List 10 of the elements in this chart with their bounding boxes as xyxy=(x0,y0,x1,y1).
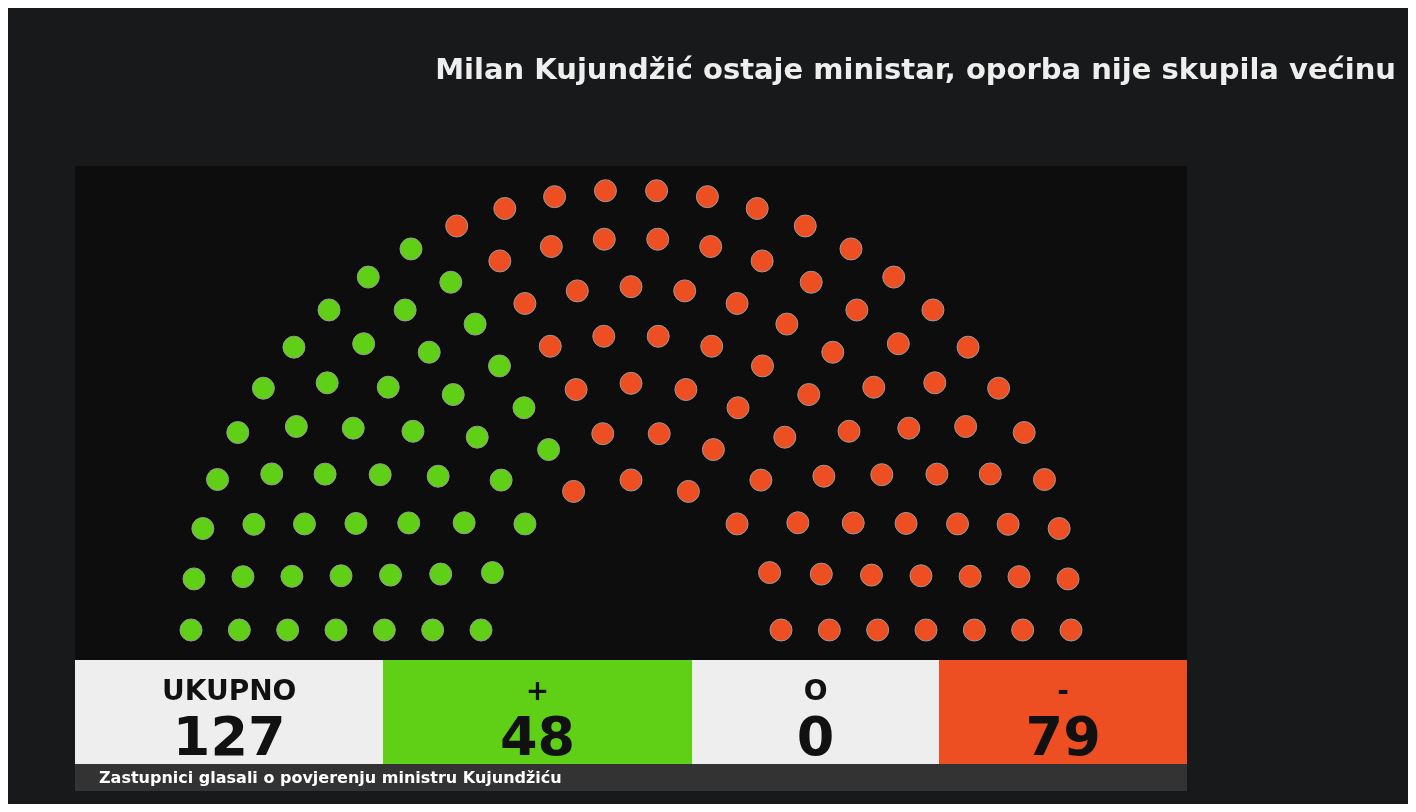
data-label: 0 xyxy=(795,705,836,768)
data-label: 127 xyxy=(171,705,287,768)
data-label: 48 xyxy=(498,705,577,768)
data-label: 79 xyxy=(1024,705,1102,768)
category-label: O xyxy=(802,674,829,707)
text: Milan Kujundžić ostaje ministar, oporba nije skupila većinu xyxy=(435,52,1396,86)
category-label: - xyxy=(1056,674,1070,707)
category-label: UKUPNO xyxy=(160,674,298,707)
text: Zastupnici glasali o povjerenju ministru Kujundžiću xyxy=(99,768,562,787)
category-label: + xyxy=(524,674,551,707)
